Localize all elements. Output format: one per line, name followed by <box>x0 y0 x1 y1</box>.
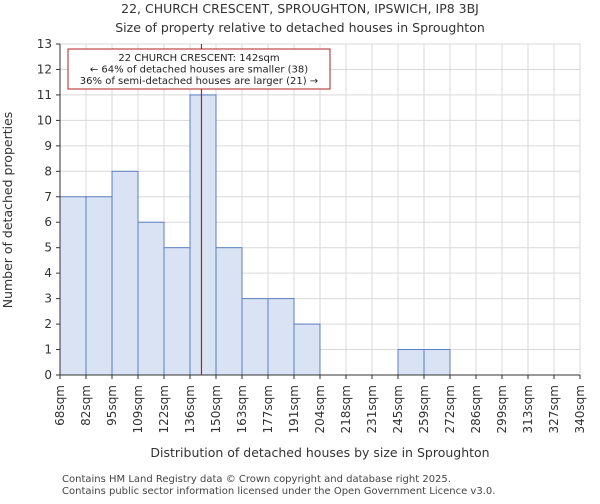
y-tick-label: 2 <box>44 317 52 331</box>
bar-6 <box>215 247 243 376</box>
x-axis-label: Distribution of detached houses by size … <box>150 445 489 460</box>
annotation-line-1: 22 CHURCH CRESCENT: 142sqm <box>118 53 279 64</box>
y-tick-label: 4 <box>44 266 52 280</box>
bars-layer <box>59 94 451 376</box>
x-tick-label: 286sqm <box>469 385 483 433</box>
annotation-line-3: 36% of semi-detached houses are larger (… <box>80 76 318 87</box>
x-tick-label: 299sqm <box>495 385 509 433</box>
x-tick-label: 259sqm <box>417 385 431 433</box>
x-tick-label: 327sqm <box>547 385 561 433</box>
bar-14 <box>423 349 451 376</box>
x-tick-label: 82sqm <box>79 385 93 426</box>
bar-8 <box>267 298 295 376</box>
x-tick-label: 245sqm <box>391 385 405 433</box>
y-tick-label: 1 <box>44 343 52 357</box>
x-tick-label: 191sqm <box>287 385 301 433</box>
x-tick-label: 340sqm <box>573 385 587 433</box>
y-tick-label: 10 <box>37 113 52 127</box>
y-axis-label: Number of detached properties <box>0 112 15 309</box>
bar-0 <box>59 196 87 376</box>
bar-2 <box>111 170 139 376</box>
bar-3 <box>137 221 165 376</box>
annotation-line-2: ← 64% of detached houses are smaller (38… <box>90 65 308 76</box>
y-tick-label: 9 <box>44 139 52 153</box>
x-tick-label: 218sqm <box>339 385 353 433</box>
x-tick-label: 272sqm <box>443 385 457 433</box>
x-tick-label: 163sqm <box>235 385 249 433</box>
x-tick-label: 204sqm <box>313 385 327 433</box>
x-tick-label: 150sqm <box>209 385 223 433</box>
x-tick-label: 68sqm <box>53 385 67 426</box>
bar-4 <box>163 247 191 376</box>
y-tick-label: 8 <box>44 164 52 178</box>
bar-13 <box>397 349 425 376</box>
chart-subtitle: Size of property relative to detached ho… <box>115 20 485 35</box>
footer-line-2: Contains public sector information licen… <box>62 486 495 497</box>
y-tick-label: 3 <box>44 292 52 306</box>
y-tick-label: 12 <box>37 62 52 76</box>
footer-line-1: Contains HM Land Registry data © Crown c… <box>62 474 451 485</box>
marker-layer: 22 CHURCH CRESCENT: 142sqm← 64% of detac… <box>67 44 331 375</box>
x-tick-label: 122sqm <box>157 385 171 433</box>
x-tick-label: 177sqm <box>261 385 275 433</box>
annotation-box <box>67 48 331 90</box>
bar-5 <box>189 94 217 376</box>
x-tick-label: 136sqm <box>183 385 197 433</box>
x-tick-label: 313sqm <box>521 385 535 433</box>
y-tick-label: 0 <box>44 368 52 382</box>
y-tick-label: 7 <box>44 190 52 204</box>
chart-title: 22, CHURCH CRESCENT, SPROUGHTON, IPSWICH… <box>121 1 479 16</box>
y-tick-label: 11 <box>37 88 52 102</box>
bar-7 <box>241 298 269 376</box>
bar-9 <box>293 323 321 376</box>
bar-1 <box>85 196 113 376</box>
y-tick-label: 5 <box>44 241 52 255</box>
y-tick-label: 6 <box>44 215 52 229</box>
x-tick-label: 109sqm <box>131 385 145 433</box>
x-tick-label: 231sqm <box>365 385 379 433</box>
x-tick-label: 95sqm <box>105 385 119 426</box>
y-tick-label: 13 <box>37 37 52 51</box>
